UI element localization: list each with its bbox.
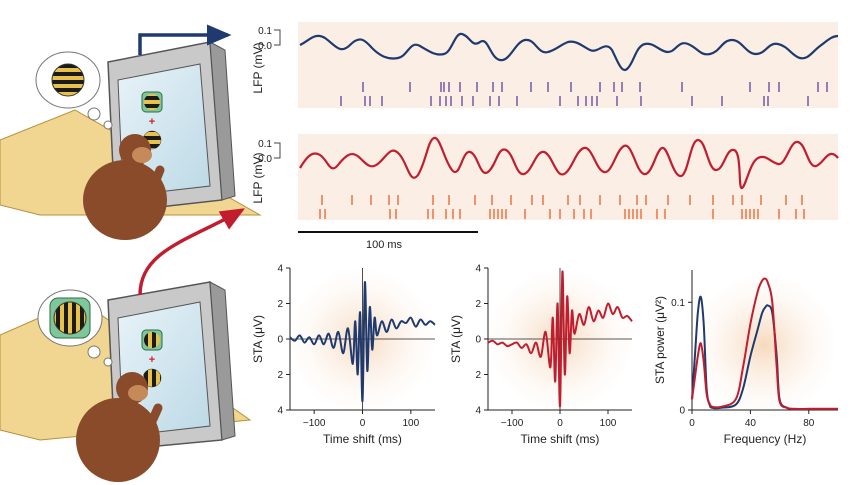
x-tick-label: 100 <box>600 418 617 429</box>
svg-text:+: + <box>149 116 155 128</box>
illustration-top: + <box>0 41 262 240</box>
y-tick-label: 4 <box>277 406 283 417</box>
lfp-trace-unattended <box>299 136 839 190</box>
svg-text:+: + <box>149 354 155 366</box>
grating-stimulus-icon <box>51 63 85 97</box>
y-tick-label: 4 <box>475 264 481 275</box>
lfp-panel-unattended: LFP (mV) 0.1 0.0 <box>251 134 839 220</box>
trace-background <box>298 134 838 220</box>
sta-power-chart: 0.1 00 40 80 Frequency (Hz) STA power (μV²) <box>653 270 838 446</box>
y-tick-label: 2 <box>475 299 481 310</box>
y-tick-label: 0 <box>277 335 283 346</box>
lfp-tick-top: 0.1 <box>258 139 272 150</box>
series-line-0 <box>289 281 436 403</box>
thought-bubble-icon <box>35 51 113 130</box>
y-tick-label: 4 <box>475 406 481 417</box>
y-axis-label: STA power (μV²) <box>653 296 667 384</box>
lfp-scalebar <box>274 142 281 159</box>
lfp-tick-top: 0.1 <box>258 26 272 37</box>
y-tick-label: 0 <box>475 335 481 346</box>
grating-stimulus-icon <box>49 297 91 339</box>
monkey-observer-icon <box>76 372 163 482</box>
x-axis-label: Time shift (ms) <box>521 432 600 446</box>
spike-raster-unattended <box>319 195 805 219</box>
x-tick-label: −100 <box>303 418 326 429</box>
y-tick-label: 2 <box>277 370 283 381</box>
scale-bar-label: 100 ms <box>366 239 403 251</box>
lfp-ylabel: LFP (mV) <box>251 42 265 93</box>
monkey-observer-icon <box>83 134 167 240</box>
arrow-attended <box>138 24 232 55</box>
lfp-tick-zero: 0.0 <box>258 154 272 165</box>
y-axis-label: STA (μV) <box>251 315 265 363</box>
thought-bubble-icon <box>37 289 113 367</box>
y-tick-label: 0.1 <box>671 298 685 309</box>
lfp-panel-attended: LFP (mV) 0.1 0.0 <box>251 22 839 108</box>
series-line-1 <box>691 277 838 410</box>
x-tick-label: 80 <box>803 418 815 429</box>
x-axis-label: Frequency (Hz) <box>724 432 807 446</box>
y-tick-label: 4 <box>277 264 283 275</box>
x-tick-label: 0 <box>360 418 366 429</box>
time-scale-bar: 100 ms <box>298 231 478 251</box>
x-axis-label: Time shift (ms) <box>323 432 402 446</box>
x-tick-label: 0 <box>689 418 695 429</box>
trace-background <box>298 22 838 108</box>
arrow-unattended <box>138 208 246 296</box>
y-tick-label: 0 <box>679 406 685 417</box>
x-tick-label: 0 <box>557 418 563 429</box>
x-tick-label: −100 <box>501 418 524 429</box>
y-tick-label: 2 <box>277 299 283 310</box>
x-tick-label: 40 <box>745 418 757 429</box>
lfp-trace-attended <box>299 32 839 71</box>
y-tick-label: 2 <box>475 370 481 381</box>
lfp-tick-zero: 0.0 <box>258 41 272 52</box>
lfp-ylabel: LFP (mV) <box>251 152 265 203</box>
plot-glow <box>692 275 836 415</box>
lfp-scalebar <box>274 29 281 46</box>
x-tick-label: 100 <box>402 418 419 429</box>
y-axis-label: STA (μV) <box>449 315 463 363</box>
plot-glow <box>290 270 434 410</box>
series-line-0 <box>487 270 633 408</box>
illustration-bottom: + <box>0 281 252 482</box>
spike-raster-attended <box>340 82 828 106</box>
